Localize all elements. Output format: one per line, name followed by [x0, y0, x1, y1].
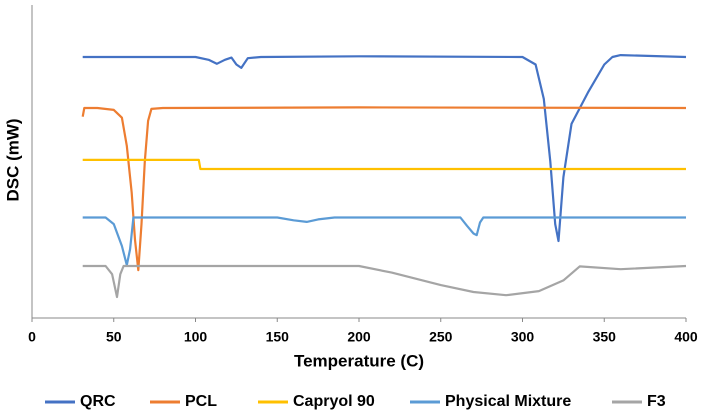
x-tick-label: 0 [28, 329, 36, 345]
series-line [82, 54, 687, 243]
legend-label: PCL [185, 393, 217, 410]
legend-label: Physical Mixture [445, 393, 571, 410]
x-tick-label: 100 [184, 329, 208, 345]
x-tick-label: 50 [106, 329, 122, 345]
x-tick-label: 150 [266, 329, 290, 345]
series-line [82, 158, 686, 171]
x-tick-label: 350 [593, 329, 617, 345]
series-line [82, 264, 687, 299]
x-axis-title: Temperature (C) [294, 351, 424, 370]
series-line [82, 216, 686, 267]
x-tick-label: 300 [511, 329, 535, 345]
x-tick-label: 250 [429, 329, 453, 345]
series-line [81, 106, 687, 272]
y-axis-title: DSC (mW) [3, 118, 22, 201]
x-tick-label: 200 [347, 329, 371, 345]
x-tick-label: 400 [674, 329, 698, 345]
legend-label: F3 [647, 393, 666, 410]
legend-label: Capryol 90 [293, 393, 375, 410]
legend-label: QRC [80, 393, 116, 410]
